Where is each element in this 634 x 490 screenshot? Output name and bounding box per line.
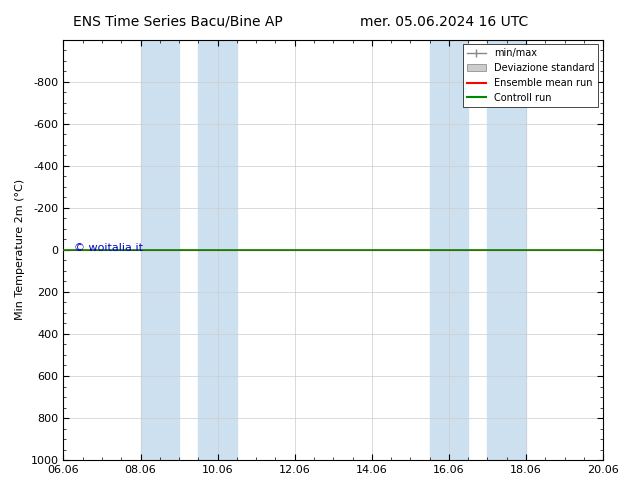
Text: © woitalia.it: © woitalia.it bbox=[74, 243, 143, 253]
Bar bbox=[488, 40, 526, 460]
Legend: min/max, Deviazione standard, Ensemble mean run, Controll run: min/max, Deviazione standard, Ensemble m… bbox=[463, 45, 598, 107]
Bar bbox=[198, 40, 237, 460]
Text: mer. 05.06.2024 16 UTC: mer. 05.06.2024 16 UTC bbox=[359, 15, 528, 29]
Text: ENS Time Series Bacu/Bine AP: ENS Time Series Bacu/Bine AP bbox=[73, 15, 282, 29]
Bar bbox=[141, 40, 179, 460]
Y-axis label: Min Temperature 2m (°C): Min Temperature 2m (°C) bbox=[15, 179, 25, 320]
Bar bbox=[430, 40, 468, 460]
